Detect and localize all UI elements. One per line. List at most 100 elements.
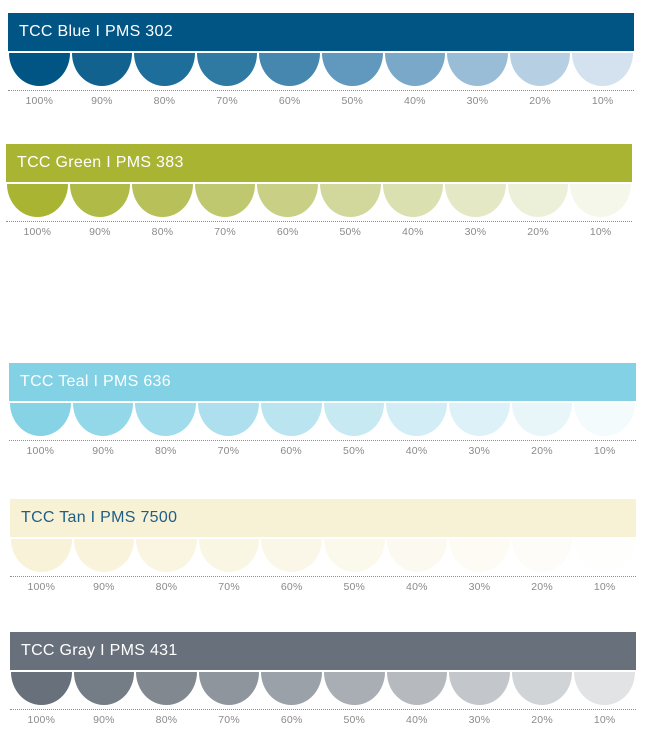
color-swatch	[135, 403, 197, 436]
palette-title-bar: TCC Green I PMS 383	[6, 144, 632, 182]
color-swatch	[69, 184, 131, 217]
color-swatch	[198, 403, 259, 436]
swatch-row	[10, 672, 636, 705]
percentage-label: 70%	[216, 95, 238, 107]
color-swatch	[574, 403, 636, 436]
percentage-label: 40%	[402, 226, 424, 238]
percentage-label: 30%	[468, 445, 491, 457]
dotted-divider	[10, 709, 636, 710]
dotted-divider	[8, 90, 634, 91]
color-swatch	[136, 539, 197, 572]
palette-title: TCC Green I PMS 383	[17, 154, 184, 171]
color-swatch	[136, 672, 197, 705]
color-swatch	[261, 672, 322, 705]
percentage-label: 90%	[93, 714, 115, 726]
percentage-label: 20%	[531, 581, 553, 593]
color-swatch	[194, 184, 256, 217]
palette-gray: TCC Gray I PMS 431 100% 90% 80% 70% 60% …	[10, 632, 636, 726]
color-swatch	[11, 539, 72, 572]
color-swatch	[511, 672, 573, 705]
percentage-label: 70%	[218, 714, 240, 726]
percentage-label: 100%	[27, 581, 56, 593]
color-swatch	[257, 184, 318, 217]
percentage-label: 60%	[280, 445, 302, 457]
percentage-label: 30%	[464, 226, 487, 238]
color-swatch	[511, 403, 573, 436]
dotted-divider	[9, 440, 636, 441]
color-swatch	[71, 53, 133, 86]
palette-teal: TCC Teal I PMS 636 100% 90% 80% 70% 60% …	[9, 363, 636, 457]
color-swatch	[574, 672, 635, 705]
percentage-label: 100%	[25, 95, 54, 107]
color-swatch	[198, 672, 260, 705]
percentage-label: 50%	[343, 445, 365, 457]
palette-title: TCC Gray I PMS 431	[21, 642, 178, 659]
percentage-label: 60%	[276, 226, 299, 238]
percentage-label: 20%	[531, 714, 553, 726]
color-swatch	[509, 53, 571, 86]
percentage-label: 60%	[280, 581, 303, 593]
color-swatch	[261, 539, 322, 572]
color-swatch	[323, 539, 385, 572]
palette-title-bar: TCC Gray I PMS 431	[10, 632, 636, 670]
percentage-label: 20%	[529, 95, 551, 107]
color-swatch	[449, 672, 510, 705]
color-swatch	[73, 539, 135, 572]
color-swatch	[319, 184, 381, 217]
percentage-label: 50%	[339, 226, 362, 238]
percentage-label: 70%	[214, 226, 236, 238]
swatch-row	[9, 403, 636, 436]
palette-title: TCC Blue I PMS 302	[19, 23, 173, 40]
color-swatch	[198, 539, 260, 572]
percentage-labels: 100% 90% 80% 70% 60% 50% 40% 30% 20% 10%	[6, 226, 632, 238]
color-swatch	[7, 184, 68, 217]
percentage-label: 80%	[155, 714, 178, 726]
color-swatch	[384, 53, 446, 86]
percentage-label: 40%	[404, 95, 426, 107]
color-swatch	[447, 53, 508, 86]
percentage-label: 90%	[91, 95, 113, 107]
palette-green: TCC Green I PMS 383 100% 90% 80% 70% 60%…	[6, 144, 632, 238]
percentage-labels: 100% 90% 80% 70% 60% 50% 40% 30% 20% 10%	[10, 714, 636, 726]
percentage-label: 50%	[343, 714, 366, 726]
color-swatch	[448, 403, 510, 436]
percentage-label: 20%	[531, 445, 553, 457]
color-swatch	[386, 403, 447, 436]
color-swatch	[9, 53, 70, 86]
percentage-label: 60%	[280, 714, 303, 726]
percentage-label: 80%	[153, 95, 176, 107]
color-swatch	[572, 53, 633, 86]
color-swatch	[386, 539, 448, 572]
percentage-label: 40%	[405, 445, 428, 457]
palette-tan: TCC Tan I PMS 7500 100% 90% 80% 70% 60% …	[10, 499, 636, 593]
color-swatch	[72, 403, 134, 436]
percentage-labels: 100% 90% 80% 70% 60% 50% 40% 30% 20% 10%	[9, 445, 636, 457]
percentage-label: 30%	[468, 581, 491, 593]
percentage-label: 10%	[589, 226, 612, 238]
percentage-label: 90%	[89, 226, 111, 238]
dotted-divider	[6, 221, 632, 222]
color-swatch	[196, 53, 258, 86]
percentage-label: 30%	[466, 95, 489, 107]
palette-blue: TCC Blue I PMS 302 100% 90% 80% 70% 60% …	[8, 13, 634, 107]
percentage-label: 100%	[23, 226, 52, 238]
color-swatch	[323, 403, 385, 436]
palette-title: TCC Teal I PMS 636	[20, 373, 171, 390]
color-swatch	[449, 539, 510, 572]
percentage-label: 80%	[155, 581, 178, 593]
swatch-row	[8, 53, 634, 86]
percentage-label: 100%	[26, 445, 55, 457]
color-swatch	[386, 672, 448, 705]
color-swatch	[132, 184, 193, 217]
palette-title-bar: TCC Teal I PMS 636	[9, 363, 636, 401]
color-swatch	[259, 53, 320, 86]
palette-title: TCC Tan I PMS 7500	[21, 509, 178, 526]
percentage-labels: 100% 90% 80% 70% 60% 50% 40% 30% 20% 10%	[10, 581, 636, 593]
percentage-label: 30%	[468, 714, 491, 726]
color-swatch	[323, 672, 385, 705]
color-swatch	[134, 53, 195, 86]
color-swatch	[73, 672, 135, 705]
percentage-label: 50%	[341, 95, 364, 107]
color-swatch	[260, 403, 322, 436]
percentage-label: 50%	[343, 581, 366, 593]
